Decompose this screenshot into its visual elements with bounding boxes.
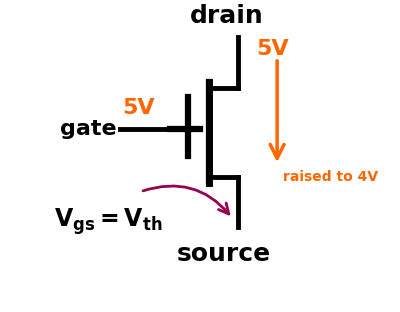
Text: raised to 4V: raised to 4V [283, 170, 378, 184]
Text: gate: gate [60, 119, 117, 139]
Text: 5V: 5V [122, 99, 155, 119]
FancyArrowPatch shape [143, 186, 229, 214]
Text: $\mathbf{V_{gs}=V_{th}}$: $\mathbf{V_{gs}=V_{th}}$ [54, 206, 163, 237]
Text: drain: drain [190, 4, 264, 28]
Text: 5V: 5V [256, 39, 289, 59]
Text: source: source [176, 242, 271, 266]
